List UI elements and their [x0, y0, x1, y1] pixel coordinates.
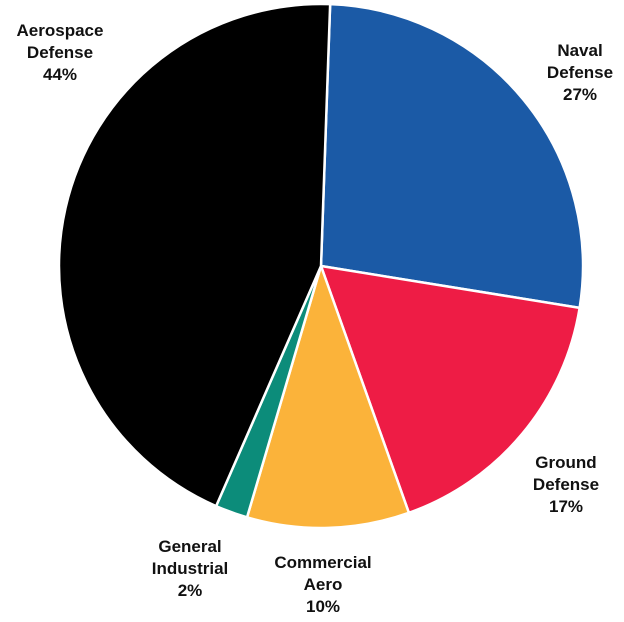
slice-label-naval-defense: Naval Defense 27%: [547, 41, 613, 104]
slice-label-line: 44%: [43, 65, 77, 84]
slice-label-line: Defense: [27, 43, 93, 62]
pie-slice-aerospace-defense: [57, 2, 332, 508]
slice-label-commercial-aero: Commercial Aero 10%: [274, 553, 371, 616]
slice-label-line: Aerospace: [17, 21, 104, 40]
slice-label-aerospace-defense: Aerospace Defense 44%: [17, 21, 104, 84]
slice-label-line: 2%: [178, 581, 203, 600]
slice-label-line: Commercial: [274, 553, 371, 572]
pie-slice-naval-defense: [319, 2, 585, 310]
slice-label-line: Aero: [304, 575, 343, 594]
slice-label-line: 17%: [549, 497, 583, 516]
slice-label-line: Defense: [533, 475, 599, 494]
slice-label-line: Ground: [535, 453, 596, 472]
pie-slice-commercial-aero: [245, 264, 411, 530]
slice-label-line: General: [158, 537, 221, 556]
slice-label-ground-defense: Ground Defense 17%: [533, 453, 599, 516]
slice-label-line: Industrial: [152, 559, 229, 578]
pie-slice-ground-defense: [319, 264, 581, 515]
slice-label-general-industrial: General Industrial 2%: [152, 537, 229, 600]
slice-label-line: 27%: [563, 85, 597, 104]
pie-slices: [57, 2, 585, 530]
slice-label-line: Naval: [557, 41, 602, 60]
slice-label-line: Defense: [547, 63, 613, 82]
pie-labels: Naval Defense 27% Ground Defense 17% Commercia…: [17, 21, 614, 616]
slice-label-line: 10%: [306, 597, 340, 616]
